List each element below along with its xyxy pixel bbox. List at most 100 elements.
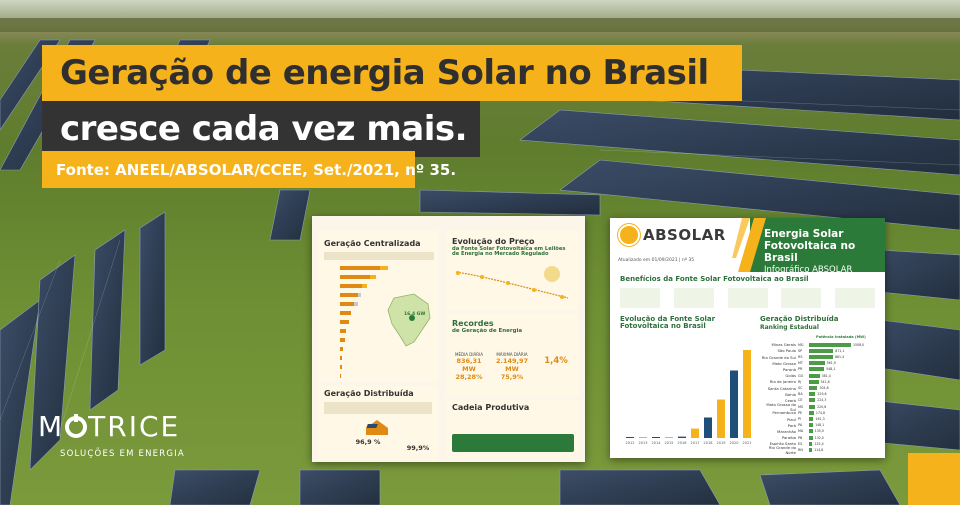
geracao-distribuida-text — [324, 402, 432, 414]
gd-state-code: MS — [798, 404, 804, 409]
recordes-title: Recordes — [452, 319, 494, 328]
gd-value-bar — [809, 379, 819, 384]
gd-value-label: 135,0 — [814, 429, 824, 434]
evolution-bar — [626, 437, 634, 438]
gd-ranking-row: Rio de Janeiro RJ 341,6 — [760, 379, 830, 384]
gd-value-label: 341,6 — [820, 379, 830, 384]
gd-ranking-row: Goiás GO 381,4 — [760, 373, 831, 379]
evolution-year-label: 2016 — [678, 441, 687, 445]
beneficios-title: Benefícios da Fonte Solar Fotovoltaica a… — [620, 275, 809, 283]
gd-value-label: 861,4 — [834, 355, 845, 360]
gd-state-code: PB — [798, 435, 803, 440]
headline-line-1: Geração de energia Solar no Brasil — [42, 45, 742, 101]
gd-ranking-row: Bahia BA 229,6 — [760, 392, 827, 397]
gd-value-label: 174,8 — [815, 410, 825, 415]
evolucao-preco-subtitle: da Fonte Solar Fotovoltaica em Leilões d… — [452, 246, 566, 258]
gd-state-name: Paraná — [782, 366, 796, 372]
evolution-bar — [691, 428, 699, 438]
recordes-panel: Recordes de Geração de Energia MÉDIA DIÁ… — [446, 314, 579, 396]
evolution-year-label: 2014 — [652, 441, 662, 445]
gd-state-name: São Paulo — [777, 348, 797, 354]
evolution-year-label: 2015 — [665, 441, 674, 445]
power-icon — [65, 413, 88, 438]
evolution-year-label: 2013 — [639, 441, 648, 445]
motrice-logo: M TRICE SOLUÇÕES EM ENERGIA — [38, 410, 185, 459]
recordes-subtitle: de Geração de Energia — [452, 328, 523, 334]
gd-value-label: 1508,0 — [853, 342, 865, 347]
lightning-stripes-icon — [732, 218, 766, 272]
gd-state-code: CE — [798, 398, 803, 403]
gd-value-label: 229,6 — [817, 392, 827, 397]
gd-ranking-row: Paraná PR 548,1 — [760, 367, 835, 372]
evolution-year-label: 2018 — [704, 441, 713, 445]
gd-value-label: 132,0 — [814, 435, 824, 440]
gd-value-bar — [809, 361, 825, 366]
gd-ranking-row: Rio Grande do Sul RS 861,4 — [760, 354, 845, 360]
evolution-bar — [678, 436, 686, 438]
gd-ranking-row: Maranhão MA 135,0 — [760, 429, 824, 434]
kpi-record-share: 1,4% — [544, 356, 568, 366]
gd-value-label: 381,4 — [821, 373, 831, 378]
gd-state-code: PE — [798, 410, 803, 415]
evolution-bar — [717, 399, 725, 438]
gd-ranking-row: Minas Gerais MG 1508,0 — [760, 342, 865, 348]
house-solar-icon — [366, 420, 388, 435]
benefit-jobs-icon — [727, 288, 768, 308]
gd-state-name: Rio Grande do Norte — [768, 445, 796, 456]
gd-state-name: Minas Gerais — [771, 342, 796, 348]
absolar-logo: ABSOLAR — [620, 226, 726, 244]
gd-state-code: RS — [798, 355, 803, 360]
cadeia-produtiva-panel: Cadeia Produtiva — [446, 400, 579, 458]
gd-subtitle: Ranking Estadual — [760, 324, 819, 331]
gd-state-name: Goiás — [785, 373, 796, 379]
gd-state-code: MA — [798, 429, 804, 434]
gd-state-code: ES — [798, 441, 803, 446]
gd-state-code: GO — [798, 373, 804, 378]
cadeia-produtiva-banner — [452, 434, 574, 452]
gd-state-code: PR — [798, 367, 803, 372]
gd-state-name: Santa Catarina — [767, 385, 796, 391]
gd-state-name: Mato Grosso do Sul — [766, 401, 796, 412]
gd-state-code: PA — [798, 423, 803, 428]
gd-ranking-row: Paraíba PB 132,0 — [760, 435, 824, 440]
gd-value-bar — [809, 410, 814, 415]
gd-value-bar — [809, 404, 816, 409]
gd-state-name: Maranhão — [777, 428, 796, 434]
kpi-maxima-diaria: MÁXIMA DIÁRIA 2.149,97 MW 75,9% — [495, 352, 529, 381]
gd-state-name: Piauí — [786, 416, 796, 422]
gd-state-name: Pará — [787, 422, 796, 428]
evolution-bar — [652, 437, 660, 438]
gd-state-name: Espírito Santo — [769, 441, 796, 447]
benefit-power-icon — [620, 288, 660, 308]
evolution-bar — [743, 350, 751, 438]
geracao-distribuida-panel: Geração Distribuída 96,9 % 99,9% — [318, 386, 438, 460]
geracao-distribuida-title: Geração Distribuída — [324, 389, 414, 398]
kpi-media-diaria: MÉDIA DIÁRIA 836,31 MW 28,28% — [455, 352, 483, 381]
evolucao-fonte-title: Evolução da Fonte Solar Fotovoltaica no … — [620, 315, 716, 331]
gd-ranking-row: Pernambuco PE 174,8 — [760, 410, 825, 415]
gd-ranking-row: Santa Catarina SC 304,8 — [760, 385, 829, 391]
map-value-label: 16,4 GW — [404, 312, 426, 317]
geracao-centralizada-text — [324, 252, 434, 260]
pct-99: 99,9% — [406, 444, 430, 452]
gd-value-bar — [809, 386, 818, 391]
geracao-centralizada-panel: Geração Centralizada 16,4 GW — [318, 230, 438, 382]
beneficios-icons — [620, 288, 875, 312]
gd-title: Geração Distribuída — [760, 315, 839, 323]
gd-value-bar — [809, 342, 851, 347]
gd-value-label: 548,1 — [826, 367, 836, 372]
gd-state-code: MT — [798, 361, 803, 366]
gd-state-name: Rio de Janeiro — [769, 379, 796, 385]
infographic-card-left[interactable]: Geração Centralizada 16,4 GW Evolução do… — [312, 216, 585, 462]
price-trend-chart — [455, 266, 569, 299]
gd-value-label: 561,9 — [826, 361, 836, 366]
infographic-card-right[interactable]: ABSOLAR Atualizado em 01/09/2021 | nº 35… — [610, 218, 885, 458]
gd-ranking-row: Espírito Santo ES 125,4 — [760, 441, 824, 446]
gd-state-code: RN — [798, 448, 803, 453]
updated-label: Atualizado em 01/09/2021 | nº 35 — [618, 258, 695, 263]
headline-line-2: cresce cada vez mais. — [42, 101, 480, 157]
gd-value-label: 148,1 — [815, 423, 825, 428]
gd-value-bar — [809, 417, 814, 422]
gd-value-bar — [809, 392, 816, 397]
